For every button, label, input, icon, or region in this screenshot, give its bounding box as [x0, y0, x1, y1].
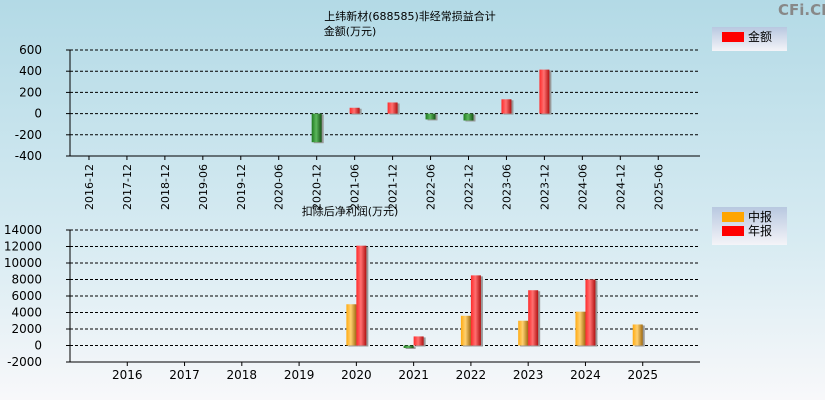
x-tick-label: 2016-12 — [83, 164, 96, 210]
legend-label: 中报 — [748, 209, 772, 224]
bar — [528, 290, 539, 346]
x-tick-label: 2025 — [627, 368, 658, 382]
y-tick-label: 4000 — [11, 306, 42, 320]
x-tick-label: 2017 — [169, 368, 200, 382]
watermark-logo: CFi.CN — [778, 1, 825, 19]
y-tick-label: 10000 — [4, 256, 42, 270]
y-tick-label: 600 — [19, 43, 42, 57]
x-tick-label: 2020-12 — [311, 164, 324, 210]
x-tick-label: 2018 — [227, 368, 258, 382]
x-tick-label: 2023-06 — [500, 164, 513, 210]
bar — [356, 245, 367, 346]
x-tick-label: 2020 — [341, 368, 372, 382]
x-tick-label: 2022-06 — [425, 164, 438, 210]
y-tick-label: 400 — [19, 64, 42, 78]
y-tick-label: 0 — [34, 339, 42, 353]
y-tick-label: -400 — [15, 149, 42, 163]
y-tick-label: 6000 — [11, 289, 42, 303]
x-tick-label: 2021-12 — [387, 164, 400, 210]
bar — [413, 336, 424, 346]
x-tick-label: 2023-12 — [538, 164, 551, 210]
chart-title: 上纬新材(688585)非经常损益合计 — [324, 9, 496, 23]
bar — [460, 315, 471, 346]
bar — [470, 275, 481, 346]
legend-swatch — [722, 212, 744, 222]
x-tick-label: 2022 — [456, 368, 487, 382]
bar — [518, 320, 529, 346]
bar — [575, 311, 586, 346]
bar — [463, 113, 474, 121]
x-tick-label: 2021 — [398, 368, 429, 382]
x-tick-label: 2024-06 — [576, 164, 589, 210]
legend-swatch — [722, 226, 744, 236]
legend-label: 年报 — [748, 223, 772, 238]
y-tick-label: 12000 — [4, 240, 42, 254]
x-tick-label: 2019 — [284, 368, 315, 382]
x-tick-label: 2024-12 — [614, 164, 627, 210]
bar — [501, 99, 512, 114]
x-tick-label: 2020-06 — [273, 164, 286, 210]
y-tick-label: -2000 — [7, 355, 42, 369]
legend-swatch — [722, 32, 744, 42]
bar — [425, 113, 436, 120]
x-tick-label: 2023 — [513, 368, 544, 382]
y-tick-label: 14000 — [4, 223, 42, 237]
bar — [539, 69, 550, 114]
bar — [311, 113, 322, 143]
y-tick-label: -200 — [15, 128, 42, 142]
x-tick-label: 2016 — [112, 368, 143, 382]
bar — [403, 345, 414, 348]
y-tick-label: 200 — [19, 85, 42, 99]
x-tick-label: 2025-06 — [652, 164, 665, 210]
x-tick-label: 2019-06 — [197, 164, 210, 210]
chart-title: 扣除后净利润(万元) — [302, 204, 399, 218]
x-tick-label: 2021-06 — [349, 164, 362, 210]
bar — [585, 279, 596, 346]
y-axis-label: 金额(万元) — [324, 24, 377, 38]
y-tick-label: 0 — [34, 107, 42, 121]
bar — [387, 102, 398, 114]
x-tick-label: 2019-12 — [235, 164, 248, 210]
x-tick-label: 2022-12 — [462, 164, 475, 210]
x-tick-label: 2017-12 — [121, 164, 134, 210]
legend-label: 金额 — [748, 29, 772, 44]
x-tick-label: 2018-12 — [159, 164, 172, 210]
bar — [632, 324, 643, 346]
y-tick-label: 8000 — [11, 273, 42, 287]
x-tick-label: 2024 — [570, 368, 601, 382]
bar — [349, 107, 360, 114]
y-tick-label: 2000 — [11, 322, 42, 336]
bar — [346, 304, 357, 346]
